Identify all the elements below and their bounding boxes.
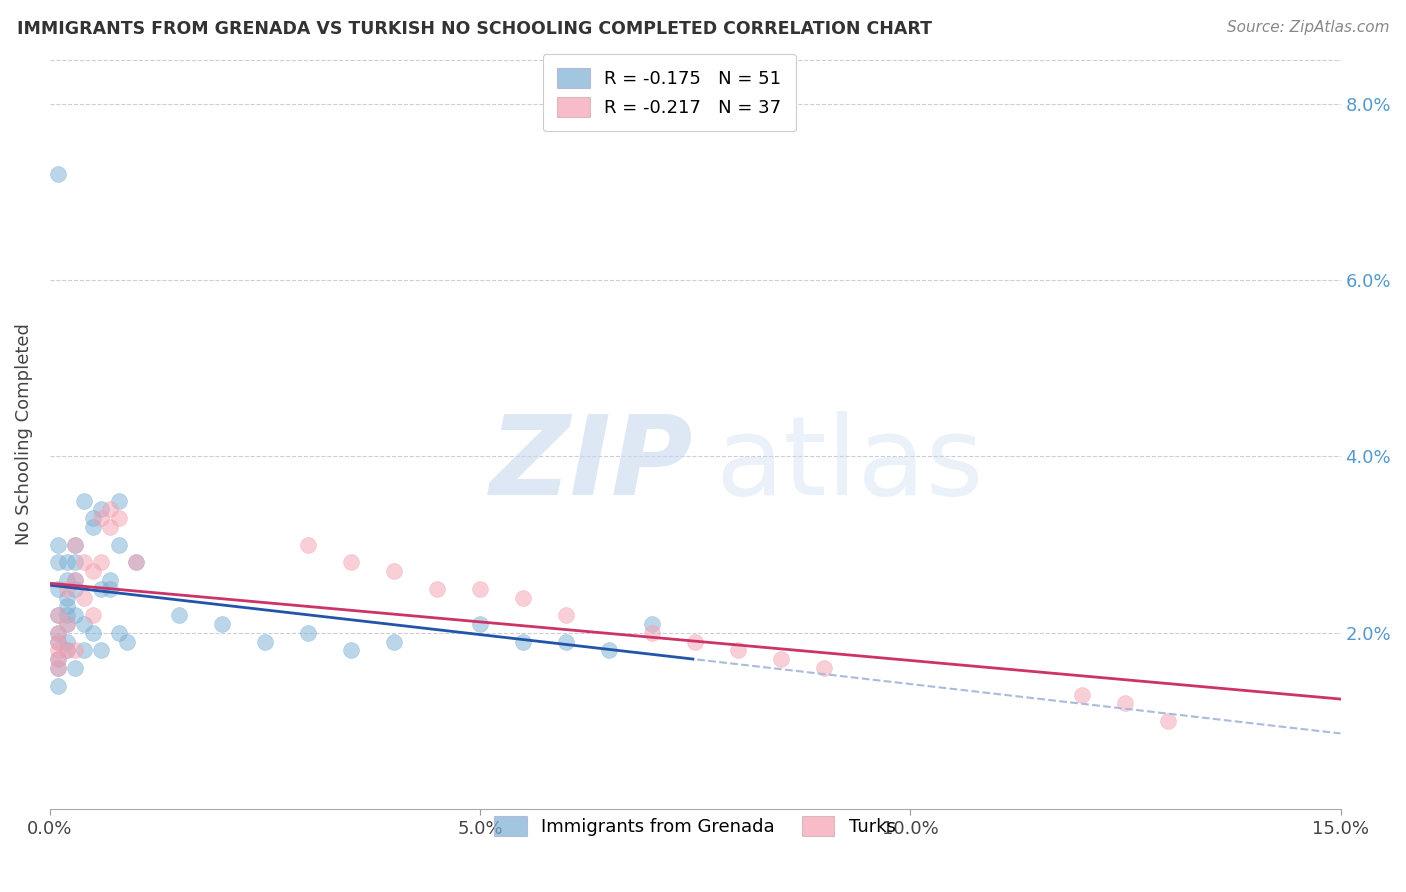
Point	[56, 634, 79, 648]
Point	[46, 634, 69, 648]
Point	[98, 582, 121, 596]
Point	[65, 661, 87, 675]
Point	[1071, 688, 1094, 702]
Point	[98, 520, 121, 534]
Point	[46, 538, 69, 552]
Point	[770, 652, 793, 666]
Point	[90, 511, 112, 525]
Point	[211, 617, 233, 632]
Point	[382, 634, 405, 648]
Text: ZIP: ZIP	[491, 411, 693, 518]
Legend: Immigrants from Grenada, Turks: Immigrants from Grenada, Turks	[485, 807, 905, 845]
Point	[340, 643, 363, 657]
Point	[426, 582, 449, 596]
Point	[382, 564, 405, 578]
Point	[65, 573, 87, 587]
Point	[56, 617, 79, 632]
Point	[46, 608, 69, 623]
Point	[555, 634, 578, 648]
Point	[73, 617, 96, 632]
Point	[641, 625, 664, 640]
Point	[56, 643, 79, 657]
Point	[82, 625, 104, 640]
Point	[90, 582, 112, 596]
Point	[555, 608, 578, 623]
Point	[340, 555, 363, 569]
Point	[56, 643, 79, 657]
Point	[683, 634, 706, 648]
Point	[65, 608, 87, 623]
Point	[73, 591, 96, 605]
Point	[65, 582, 87, 596]
Point	[65, 643, 87, 657]
Point	[90, 643, 112, 657]
Point	[468, 617, 491, 632]
Text: Source: ZipAtlas.com: Source: ZipAtlas.com	[1226, 20, 1389, 35]
Point	[125, 555, 148, 569]
Text: atlas: atlas	[716, 411, 984, 518]
Point	[107, 538, 129, 552]
Point	[56, 573, 79, 587]
Point	[82, 564, 104, 578]
Point	[46, 652, 69, 666]
Point	[46, 679, 69, 693]
Point	[46, 661, 69, 675]
Point	[56, 555, 79, 569]
Point	[167, 608, 190, 623]
Point	[1157, 714, 1180, 728]
Point	[512, 591, 534, 605]
Point	[512, 634, 534, 648]
Point	[90, 502, 112, 516]
Point	[82, 511, 104, 525]
Point	[641, 617, 664, 632]
Point	[46, 167, 69, 181]
Point	[65, 573, 87, 587]
Point	[98, 502, 121, 516]
Point	[107, 493, 129, 508]
Point	[107, 625, 129, 640]
Point	[46, 652, 69, 666]
Point	[107, 511, 129, 525]
Point	[56, 608, 79, 623]
Point	[727, 643, 749, 657]
Point	[1114, 696, 1136, 710]
Point	[125, 555, 148, 569]
Point	[65, 538, 87, 552]
Point	[46, 555, 69, 569]
Point	[46, 582, 69, 596]
Point	[65, 555, 87, 569]
Point	[73, 493, 96, 508]
Point	[46, 608, 69, 623]
Point	[46, 661, 69, 675]
Point	[56, 599, 79, 614]
Point	[82, 520, 104, 534]
Point	[56, 617, 79, 632]
Text: IMMIGRANTS FROM GRENADA VS TURKISH NO SCHOOLING COMPLETED CORRELATION CHART: IMMIGRANTS FROM GRENADA VS TURKISH NO SC…	[17, 20, 932, 37]
Point	[56, 582, 79, 596]
Point	[73, 643, 96, 657]
Point	[73, 555, 96, 569]
Point	[297, 625, 319, 640]
Point	[468, 582, 491, 596]
Point	[46, 643, 69, 657]
Point	[98, 573, 121, 587]
Point	[46, 634, 69, 648]
Point	[813, 661, 835, 675]
Point	[56, 591, 79, 605]
Point	[82, 608, 104, 623]
Point	[46, 625, 69, 640]
Point	[46, 625, 69, 640]
Point	[297, 538, 319, 552]
Point	[65, 538, 87, 552]
Y-axis label: No Schooling Completed: No Schooling Completed	[15, 324, 32, 545]
Point	[598, 643, 620, 657]
Point	[253, 634, 276, 648]
Point	[90, 555, 112, 569]
Point	[115, 634, 138, 648]
